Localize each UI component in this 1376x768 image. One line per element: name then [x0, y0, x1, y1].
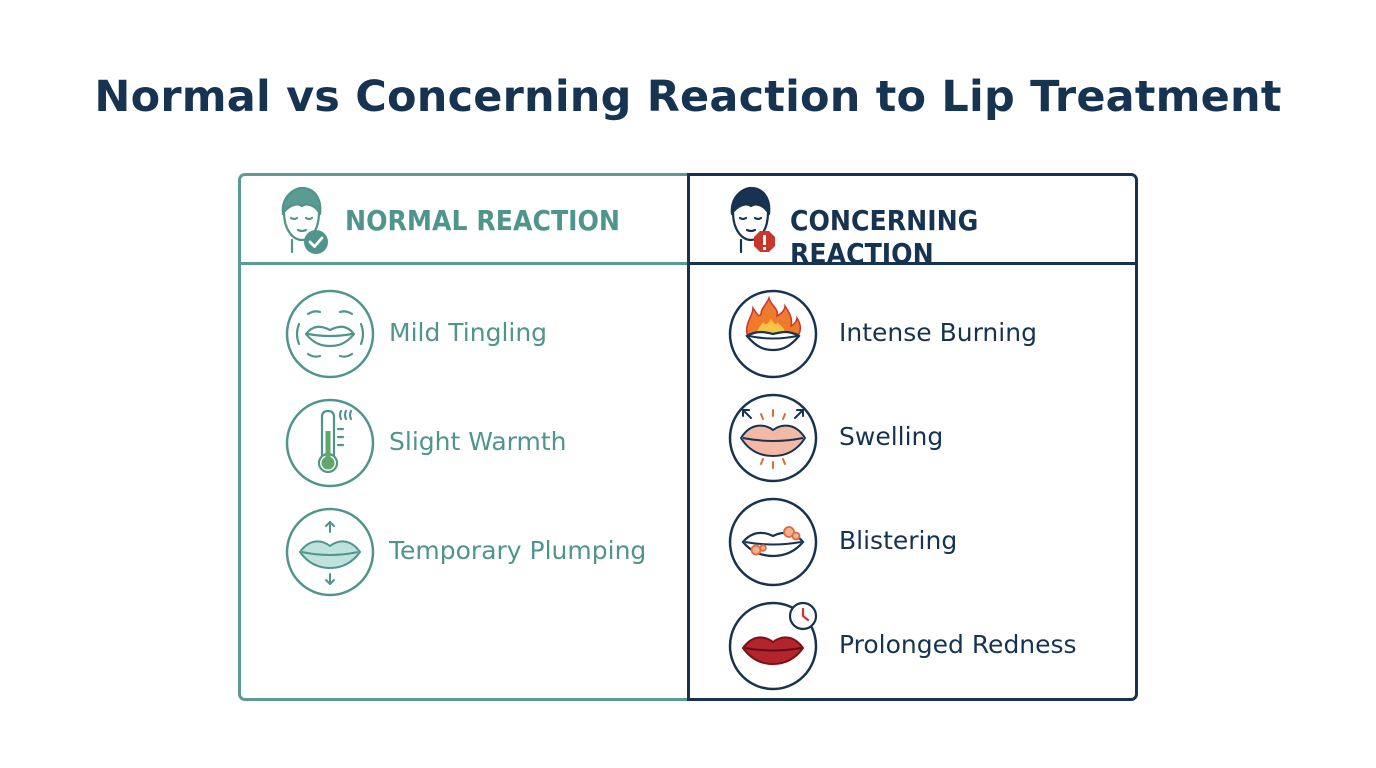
normal-reaction-header: NORMAL REACTION	[241, 176, 690, 265]
item-label: Mild Tingling	[389, 318, 548, 347]
face-alert-icon	[730, 186, 775, 254]
list-item: Swelling	[690, 392, 1135, 484]
tingling-lips-icon	[285, 289, 375, 379]
normal-reaction-heading: NORMAL REACTION	[345, 204, 621, 237]
face-check-icon	[281, 186, 328, 254]
item-label: Prolonged Redness	[839, 630, 1077, 659]
plump-lips-icon	[285, 507, 375, 597]
concerning-reaction-header: CONCERNING REACTION	[690, 176, 1135, 270]
thermometer-icon	[285, 398, 375, 488]
item-label: Blistering	[839, 526, 958, 555]
list-item: Blistering	[690, 496, 1135, 588]
concerning-reaction-panel: CONCERNING REACTION Intense Burning Sw	[687, 173, 1138, 701]
list-item: Prolonged Redness	[690, 600, 1135, 692]
item-label: Swelling	[839, 422, 944, 451]
list-item: Slight Warmth	[241, 397, 690, 489]
page-title: Normal vs Concerning Reaction to Lip Tre…	[94, 72, 1282, 122]
burning-lips-icon	[728, 289, 818, 379]
item-label: Temporary Plumping	[389, 536, 647, 565]
red-lips-clock-icon	[728, 601, 818, 691]
item-label: Slight Warmth	[389, 427, 567, 456]
concerning-reaction-heading: CONCERNING REACTION	[790, 204, 979, 270]
blistered-lips-icon	[728, 497, 818, 587]
item-label: Intense Burning	[839, 318, 1037, 347]
swollen-lips-icon	[728, 393, 818, 483]
list-item: Mild Tingling	[241, 288, 690, 380]
normal-reaction-panel: NORMAL REACTION Mild Tingling	[238, 173, 692, 701]
list-item: Intense Burning	[690, 288, 1135, 380]
list-item: Temporary Plumping	[241, 506, 690, 598]
